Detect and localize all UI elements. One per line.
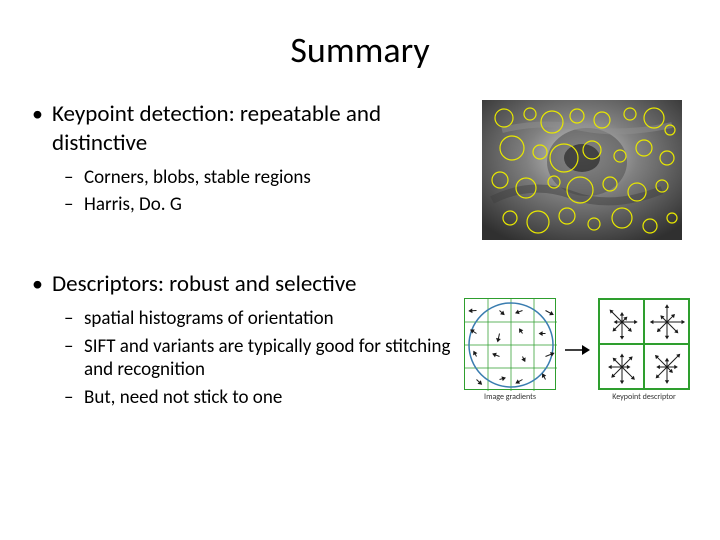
star-icon [646, 301, 688, 343]
section-descriptors: Descriptors: robust and selective spatia… [30, 270, 690, 414]
sift-diagram: Image gradients [464, 298, 690, 402]
gradients-svg [465, 299, 557, 391]
bullet-keypoint-heading: Keypoint detection: repeatable and disti… [30, 100, 470, 158]
keypoint-detection-image [482, 100, 682, 240]
section2-text: Descriptors: robust and selective spatia… [30, 270, 452, 414]
bullet-corners: Corners, blobs, stable regions [30, 166, 470, 190]
arrow-icon [564, 342, 590, 358]
image-gradients-panel [464, 298, 556, 390]
section1-text: Keypoint detection: repeatable and disti… [30, 100, 470, 240]
gradients-caption: Image gradients [464, 392, 556, 402]
sift-diagram-container: Image gradients [464, 298, 690, 402]
descriptor-cell [644, 299, 689, 344]
bullet-spatial-hist: spatial histograms of orientation [30, 307, 452, 331]
sift-right-wrap: Keypoint descriptor [598, 298, 690, 402]
star-icon [601, 346, 643, 388]
descriptor-cell [599, 344, 644, 389]
bullet-descriptors-heading: Descriptors: robust and selective [30, 270, 452, 299]
star-icon [646, 346, 688, 388]
bullet-but: But, need not stick to one [30, 386, 452, 410]
bullet-harris: Harris, Do. G [30, 193, 470, 217]
slide-title: Summary [30, 28, 690, 72]
sift-left-wrap: Image gradients [464, 298, 556, 402]
keypoint-descriptor-panel [598, 298, 690, 390]
descriptor-cell [644, 344, 689, 389]
slide: Summary Keypoint detection: repeatable a… [0, 0, 720, 540]
bullet-sift: SIFT and variants are typically good for… [30, 335, 452, 383]
keypoint-svg [482, 100, 682, 240]
descriptor-caption: Keypoint descriptor [598, 392, 690, 402]
section-keypoint-detection: Keypoint detection: repeatable and disti… [30, 100, 690, 240]
keypoint-image-container [482, 100, 682, 240]
star-icon [601, 301, 643, 343]
descriptor-cell [599, 299, 644, 344]
